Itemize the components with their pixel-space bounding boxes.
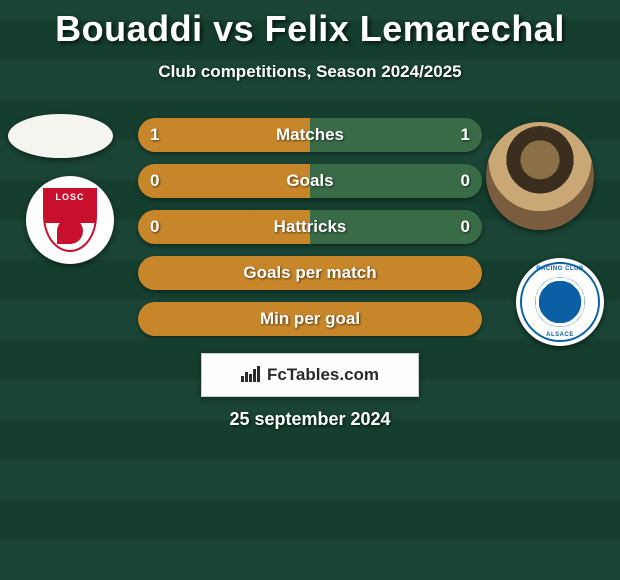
player2-avatar — [486, 122, 594, 230]
stat-right-value: 0 — [461, 217, 470, 237]
stat-left-value: 1 — [150, 125, 159, 145]
player1-avatar — [8, 114, 113, 158]
stat-row-hattricks: 0 Hattricks 0 — [138, 210, 482, 244]
badge-right-top-text: RACING CLUB — [516, 266, 604, 272]
brand-text: FcTables.com — [267, 365, 379, 385]
brand-watermark: FcTables.com — [201, 353, 419, 397]
stat-left-value: 0 — [150, 171, 159, 191]
chart-icon — [241, 364, 261, 387]
player2-club-badge: RACING CLUB ALSACE — [516, 258, 604, 346]
stat-row-goals: 0 Goals 0 — [138, 164, 482, 198]
stat-label: Goals per match — [243, 263, 376, 283]
player1-club-badge — [26, 176, 114, 264]
stat-label: Hattricks — [274, 217, 347, 237]
stats-container: 1 Matches 1 0 Goals 0 0 Hattricks 0 Goal… — [138, 118, 482, 348]
badge-right-bottom-text: ALSACE — [516, 332, 604, 338]
subtitle: Club competitions, Season 2024/2025 — [0, 62, 620, 82]
page-title: Bouaddi vs Felix Lemarechal — [0, 0, 620, 50]
stat-row-gpm: Goals per match — [138, 256, 482, 290]
stat-row-mpg: Min per goal — [138, 302, 482, 336]
date-label: 25 september 2024 — [0, 409, 620, 430]
stat-label: Matches — [276, 125, 344, 145]
stat-label: Min per goal — [260, 309, 360, 329]
stat-row-matches: 1 Matches 1 — [138, 118, 482, 152]
stat-left-value: 0 — [150, 217, 159, 237]
stat-right-value: 1 — [461, 125, 470, 145]
stat-right-value: 0 — [461, 171, 470, 191]
stat-label: Goals — [286, 171, 333, 191]
